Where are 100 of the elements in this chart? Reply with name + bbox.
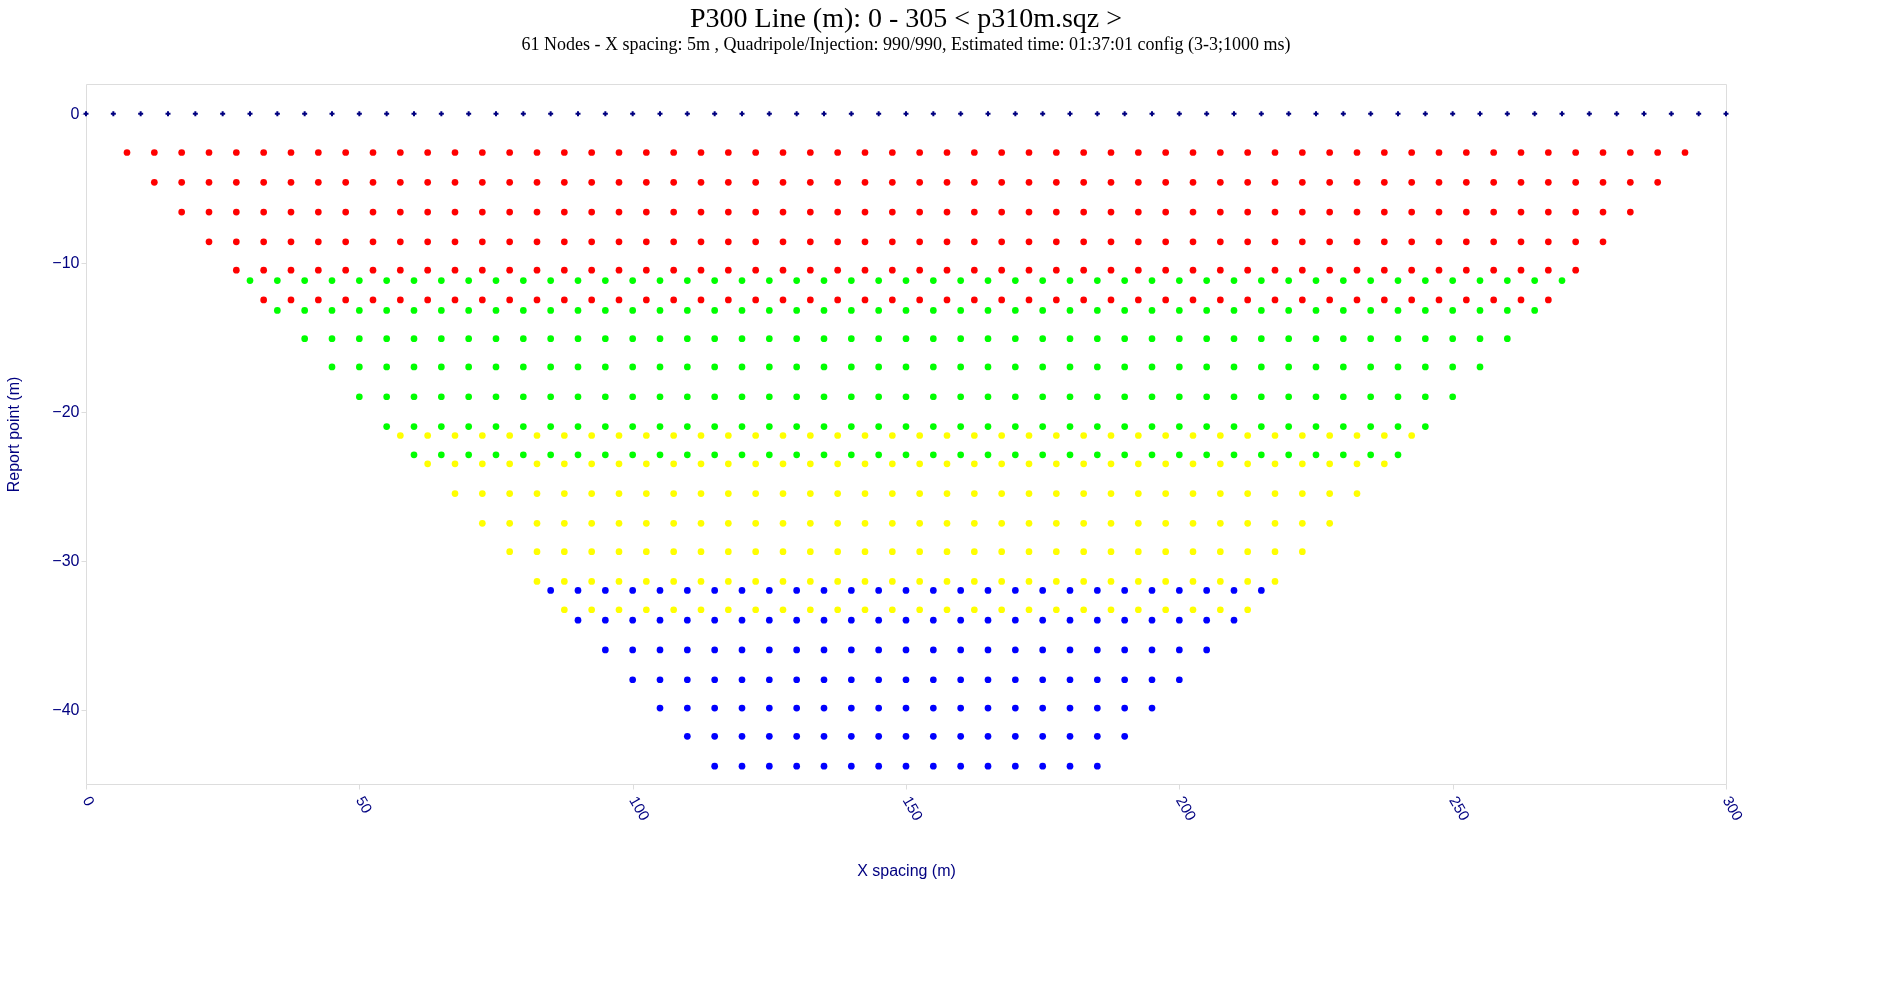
- point: [451, 432, 459, 439]
- point: [1011, 587, 1019, 594]
- point: [424, 432, 432, 439]
- point: [1093, 646, 1101, 654]
- point: [1271, 432, 1279, 439]
- point: [1572, 266, 1580, 274]
- point: [1134, 208, 1142, 216]
- point: [451, 208, 459, 216]
- point: [724, 490, 732, 497]
- point: [1476, 363, 1484, 371]
- point: [738, 616, 746, 624]
- point: [1039, 762, 1047, 770]
- point: [847, 646, 855, 654]
- point: [642, 178, 650, 186]
- point: [533, 178, 541, 186]
- point: [724, 606, 732, 614]
- point: [1257, 451, 1265, 459]
- point: [588, 548, 596, 556]
- point: [793, 307, 801, 314]
- point: [861, 548, 869, 556]
- point: [793, 704, 801, 712]
- point: [1052, 432, 1060, 439]
- point: [970, 149, 978, 156]
- point: [1121, 587, 1129, 594]
- point: [697, 178, 705, 186]
- point: [465, 393, 473, 401]
- point: [957, 762, 965, 770]
- point: [1080, 266, 1088, 274]
- point: [1476, 307, 1484, 314]
- point: [984, 277, 992, 284]
- point: [1599, 178, 1607, 186]
- point: [1175, 335, 1183, 343]
- point: [1162, 266, 1170, 274]
- point: [437, 277, 445, 284]
- point: [1326, 460, 1334, 468]
- point: [711, 451, 719, 459]
- point: [998, 149, 1006, 156]
- point: [1462, 296, 1470, 304]
- point: [1503, 277, 1511, 284]
- point: [1189, 490, 1197, 497]
- point: [1052, 520, 1060, 527]
- point: [506, 460, 514, 468]
- point: [1162, 606, 1170, 614]
- point: [1134, 178, 1142, 186]
- point: [506, 238, 514, 246]
- point: [861, 606, 869, 614]
- point: [1134, 606, 1142, 614]
- point: [328, 307, 336, 314]
- point: [1244, 578, 1252, 585]
- point: [1039, 704, 1047, 712]
- point: [519, 277, 527, 284]
- point: [683, 616, 691, 624]
- point: [984, 307, 992, 314]
- point: [779, 149, 787, 156]
- point: [1039, 363, 1047, 371]
- point: [711, 762, 719, 770]
- point: [1134, 520, 1142, 527]
- point: [683, 423, 691, 430]
- point: [1244, 238, 1252, 246]
- point: [1066, 676, 1074, 684]
- point: [629, 423, 637, 430]
- point: [861, 266, 869, 274]
- point: [547, 363, 555, 371]
- point: [820, 393, 828, 401]
- point: [1039, 335, 1047, 343]
- point: [765, 732, 773, 740]
- point: [847, 307, 855, 314]
- point: [670, 238, 678, 246]
- point: [916, 208, 924, 216]
- point: [711, 307, 719, 314]
- point: [1298, 490, 1306, 497]
- point: [1216, 490, 1224, 497]
- point: [1298, 296, 1306, 304]
- point: [984, 393, 992, 401]
- y-tick-label: −40: [52, 701, 80, 719]
- point: [1298, 548, 1306, 556]
- point: [847, 335, 855, 343]
- point: [711, 587, 719, 594]
- point: [847, 616, 855, 624]
- point: [1025, 490, 1033, 497]
- point: [1189, 178, 1197, 186]
- point: [1216, 178, 1224, 186]
- point: [1066, 335, 1074, 343]
- point: [506, 432, 514, 439]
- point: [478, 208, 486, 216]
- point: [847, 393, 855, 401]
- point: [383, 363, 391, 371]
- point: [834, 520, 842, 527]
- point: [560, 490, 568, 497]
- point: [642, 296, 650, 304]
- point: [998, 490, 1006, 497]
- point: [902, 587, 910, 594]
- point: [1394, 363, 1402, 371]
- point: [875, 393, 883, 401]
- point: [478, 460, 486, 468]
- point: [1121, 646, 1129, 654]
- point: [834, 578, 842, 585]
- point: [1066, 762, 1074, 770]
- point: [492, 277, 500, 284]
- point: [929, 704, 937, 712]
